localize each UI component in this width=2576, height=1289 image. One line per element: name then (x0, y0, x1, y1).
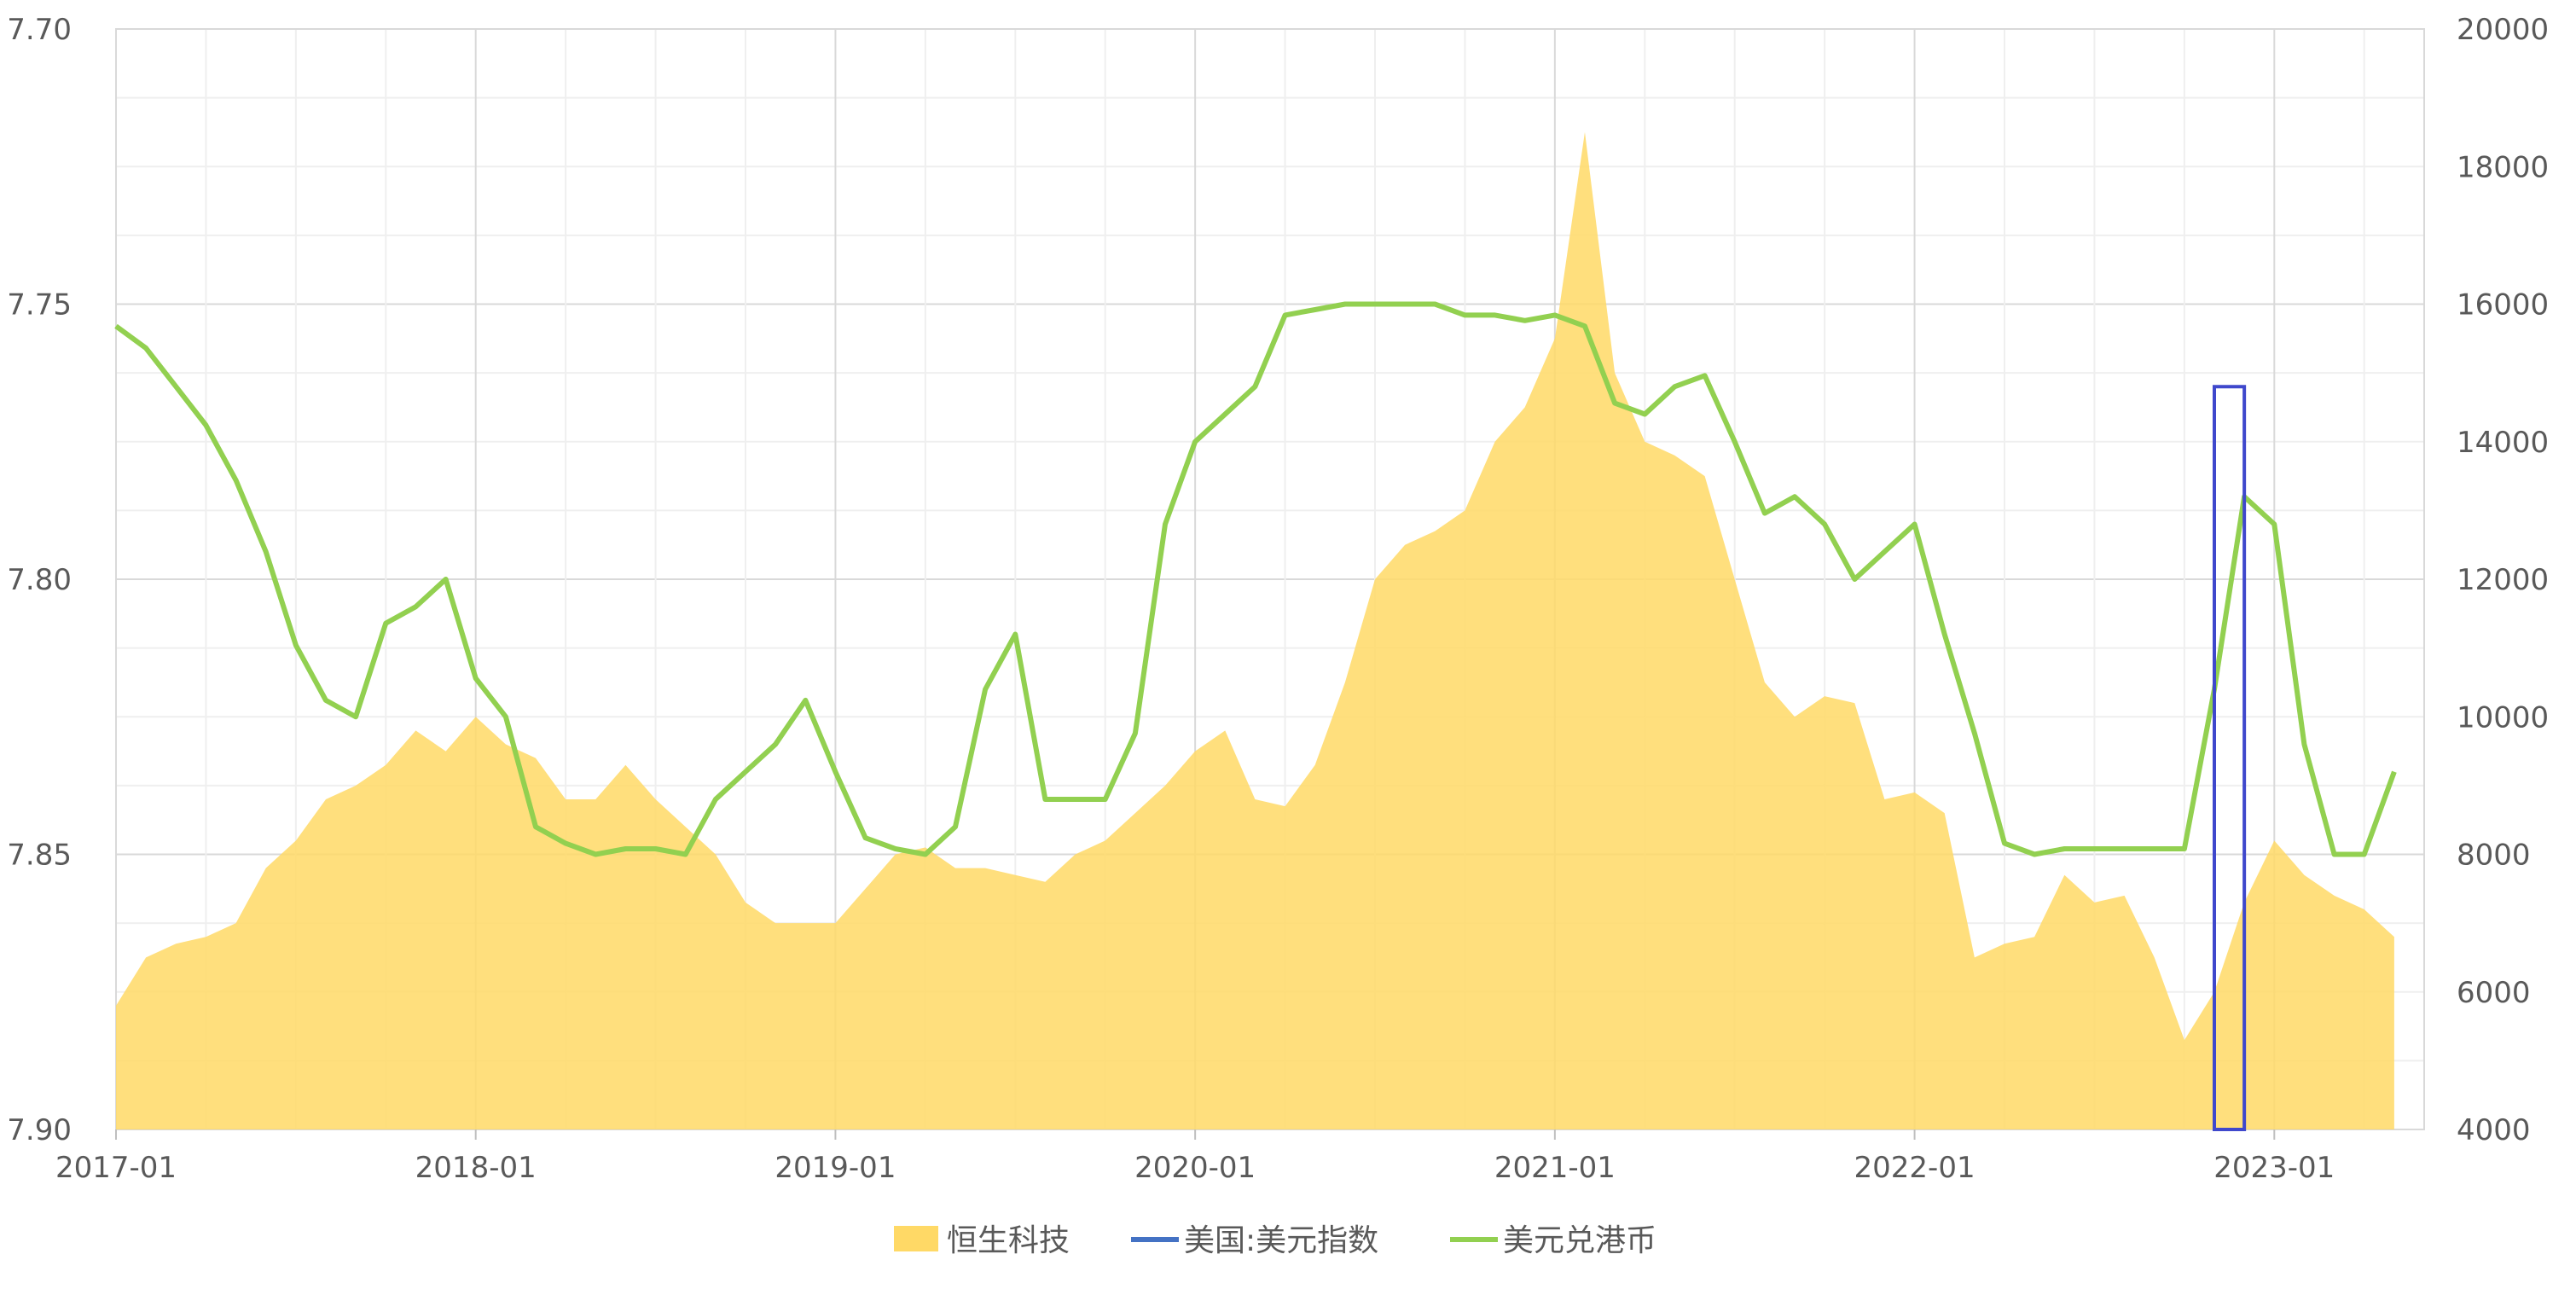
y-right-tick-label: 6000 (2457, 976, 2531, 1010)
x-axis: 2017-01 2018-01 2019-01 2020-01 2021-01 2022-… (55, 1129, 2335, 1185)
legend-label: 美国:美元指数 (1184, 1223, 1378, 1258)
y-right-tick-label: 16000 (2457, 288, 2549, 322)
y-right-tick-label: 20000 (2457, 13, 2549, 47)
legend-label: 美元兑港币 (1503, 1223, 1656, 1258)
area-hang-seng-tech (116, 131, 2394, 1129)
line-series (114, 301, 2397, 857)
y-left-tick-label: 7.75 (7, 288, 72, 322)
area-series (116, 131, 2394, 1129)
highlight-rect (2213, 385, 2247, 1131)
legend: 恒生科技 美国:美元指数 美元兑港币 (894, 1223, 1656, 1258)
x-tick-label: 2021-01 (1494, 1151, 1616, 1185)
x-tick-label: 2017-01 (55, 1151, 177, 1185)
x-tick-label: 2018-01 (415, 1151, 537, 1185)
y-left-tick-label: 7.70 (7, 13, 72, 47)
x-tick-label: 2023-01 (2213, 1151, 2335, 1185)
line-usd-hkd (114, 301, 2397, 857)
x-tick-label: 2022-01 (1854, 1151, 1976, 1185)
y-axis-left: 7.70 7.75 7.80 7.85 7.90 (7, 13, 72, 1147)
x-tick-label: 2019-01 (775, 1151, 896, 1185)
y-right-tick-label: 8000 (2457, 839, 2531, 873)
y-right-tick-label: 14000 (2457, 426, 2549, 460)
legend-label: 恒生科技 (947, 1223, 1070, 1258)
highlight-box (2213, 385, 2247, 1131)
y-left-tick-label: 7.85 (7, 839, 72, 873)
y-left-tick-label: 7.90 (7, 1113, 72, 1147)
y-left-tick-label: 7.80 (7, 563, 72, 597)
y-right-tick-label: 12000 (2457, 563, 2549, 597)
legend-swatch-area (894, 1226, 938, 1251)
y-right-tick-label: 18000 (2457, 150, 2549, 184)
x-tick-label: 2020-01 (1134, 1151, 1256, 1185)
y-right-tick-label: 10000 (2457, 700, 2549, 734)
y-right-tick-label: 4000 (2457, 1113, 2531, 1147)
y-axis-right: 20000 18000 16000 14000 12000 10000 8000 6000 40… (2457, 13, 2549, 1147)
